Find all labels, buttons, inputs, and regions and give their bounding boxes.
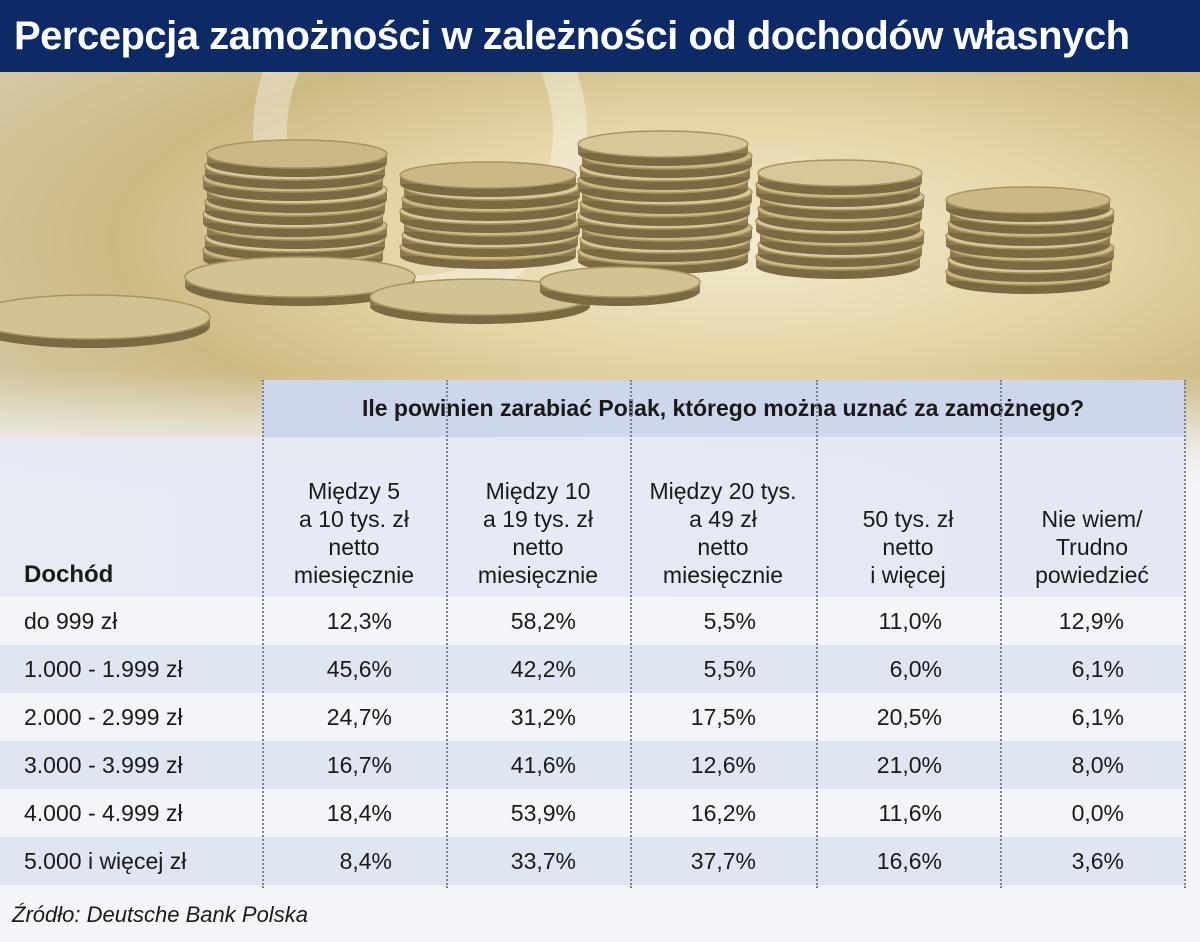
table-cell: 8,0% <box>1071 752 1124 778</box>
column-header-2: Między 10 a 19 tys. zł netto miesięcznie <box>477 478 599 588</box>
column-divider <box>816 380 818 888</box>
page-title: Percepcja zamożności w zależności od doc… <box>14 13 1130 58</box>
title-bar: Percepcja zamożności w zależności od doc… <box>0 0 1200 72</box>
row-label: do 999 zł <box>24 608 118 634</box>
row-header-label: Dochód <box>24 561 114 588</box>
row-label: 2.000 - 2.999 zł <box>24 704 183 730</box>
table-cell: 31,2% <box>510 704 576 730</box>
column-divider <box>446 380 448 888</box>
row-label: 4.000 - 4.999 zł <box>24 800 183 826</box>
column-divider <box>1184 380 1186 888</box>
table-cell: 8,4% <box>339 848 392 874</box>
table-cell: 53,9% <box>510 800 576 826</box>
coin-stack <box>577 130 753 274</box>
coin-stack <box>755 159 925 279</box>
row-label: 1.000 - 1.999 zł <box>24 656 183 682</box>
source-note: Źródło: Deutsche Bank Polska <box>12 902 308 927</box>
coins-photo <box>0 72 1200 492</box>
table-cell: 17,5% <box>690 704 756 730</box>
loose-coin <box>0 294 211 348</box>
row-label: 5.000 i więcej zł <box>24 848 187 874</box>
loose-coin <box>539 266 701 306</box>
loose-coin <box>369 278 591 324</box>
table-row: do 999 zł 12,3% 58,2% 5,5% 11,0% 12,9% <box>0 597 1184 645</box>
table-cell: 11,0% <box>878 608 942 634</box>
table-cell: 6,1% <box>1071 656 1124 682</box>
table-cell: 3,6% <box>1071 848 1124 874</box>
coin-stack <box>399 161 581 269</box>
table-cell: 58,2% <box>510 608 576 634</box>
column-divider <box>262 380 264 888</box>
column-header-1: Między 5 a 10 tys. zł netto miesięcznie <box>293 478 415 588</box>
table-cell: 20,5% <box>876 704 942 730</box>
table-cell: 16,7% <box>326 752 392 778</box>
column-header-5: Nie wiem/ Trudno powiedzieć <box>1035 506 1149 588</box>
table-cell: 5,5% <box>703 608 756 634</box>
table-cell: 45,6% <box>326 656 392 682</box>
table-cell: 12,3% <box>326 608 392 634</box>
table-row: 5.000 i więcej zł 8,4% 33,7% 37,7% 16,6% 3,6% <box>0 837 1184 885</box>
table-cell: 11,6% <box>878 800 942 826</box>
question-header: Ile powinien zarabiać Polak, którego moż… <box>262 380 1184 437</box>
coin-stack <box>945 186 1115 294</box>
table-cell: 6,1% <box>1071 704 1124 730</box>
column-header-4: 50 tys. zł netto i więcej <box>862 506 954 588</box>
table-cell: 16,6% <box>876 848 942 874</box>
table-cell: 37,7% <box>690 848 756 874</box>
column-header-3: Między 20 tys. a 49 zł netto miesięcznie <box>649 478 797 588</box>
table-cell: 33,7% <box>510 848 576 874</box>
table-cell: 5,5% <box>703 656 756 682</box>
column-header-row <box>0 437 1184 597</box>
table-cell: 0,0% <box>1071 800 1124 826</box>
table-cell: 24,7% <box>326 704 392 730</box>
row-label: 3.000 - 3.999 zł <box>24 752 183 778</box>
loose-coin <box>184 256 416 306</box>
table-row: 2.000 - 2.999 zł 24,7% 31,2% 17,5% 20,5% 6,1% <box>0 693 1184 741</box>
column-divider <box>630 380 632 888</box>
table-cell: 41,6% <box>510 752 576 778</box>
table-cell: 18,4% <box>326 800 392 826</box>
table-cell: 42,2% <box>510 656 576 682</box>
table-cell: 16,2% <box>690 800 756 826</box>
table-row: 1.000 - 1.999 zł 45,6% 42,2% 5,5% 6,0% 6,1% <box>0 645 1184 693</box>
table-cell: 21,0% <box>876 752 942 778</box>
table-row: 4.000 - 4.999 zł 18,4% 53,9% 16,2% 11,6% 0,0% <box>0 789 1184 837</box>
table-row: 3.000 - 3.999 zł 16,7% 41,6% 12,6% 21,0% 8,0% <box>0 741 1184 789</box>
coin-stack <box>202 139 388 273</box>
table-cell: 6,0% <box>889 656 942 682</box>
table-cell: 12,9% <box>1058 608 1124 634</box>
column-divider <box>1000 380 1002 888</box>
table-cell: 12,6% <box>690 752 756 778</box>
